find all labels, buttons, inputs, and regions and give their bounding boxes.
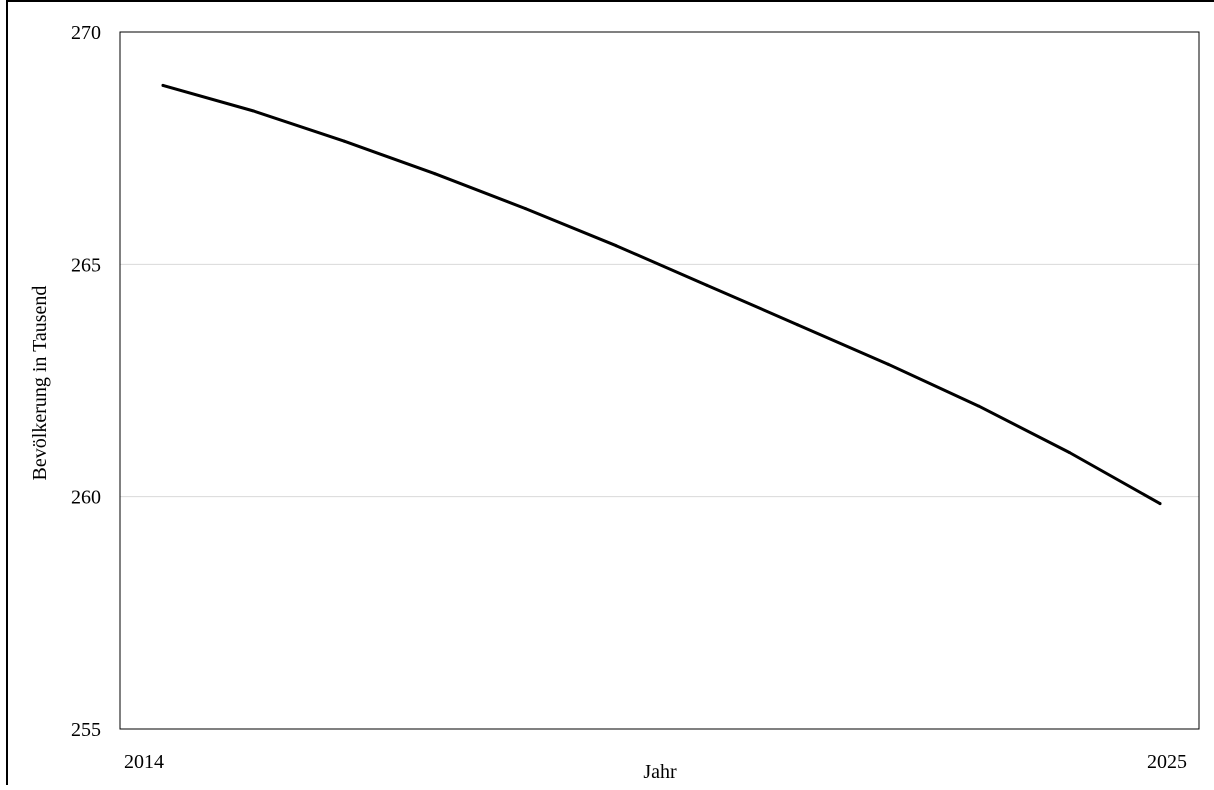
y-tick-label: 255 xyxy=(71,719,101,741)
data-point xyxy=(886,362,890,366)
data-point xyxy=(705,283,709,287)
plot-area xyxy=(119,31,1200,730)
y-axis-ticks: 255 260 265 270 xyxy=(71,22,101,741)
y-tick-label: 270 xyxy=(71,22,101,44)
series-line xyxy=(161,83,1162,506)
y-tick-label: 260 xyxy=(71,487,101,509)
x-tick-label: 2014 xyxy=(124,751,164,773)
x-axis-ticks: 2014 2025 xyxy=(124,751,1187,773)
data-point xyxy=(614,244,618,248)
data-point xyxy=(161,83,165,87)
y-axis-label: Bevölkerung in Tausend xyxy=(29,286,51,481)
data-point xyxy=(342,139,346,143)
data-point xyxy=(524,207,527,211)
data-point xyxy=(252,109,256,113)
x-tick-label: 2025 xyxy=(1147,751,1187,773)
data-point xyxy=(1158,502,1162,506)
data-point xyxy=(1067,451,1071,454)
series-layer xyxy=(161,83,1162,506)
data-point xyxy=(796,323,799,327)
data-point xyxy=(433,172,437,176)
y-tick-label: 265 xyxy=(71,254,101,276)
gridlines xyxy=(120,263,1199,498)
x-axis-label: Jahr xyxy=(643,761,677,783)
data-point xyxy=(977,404,981,408)
